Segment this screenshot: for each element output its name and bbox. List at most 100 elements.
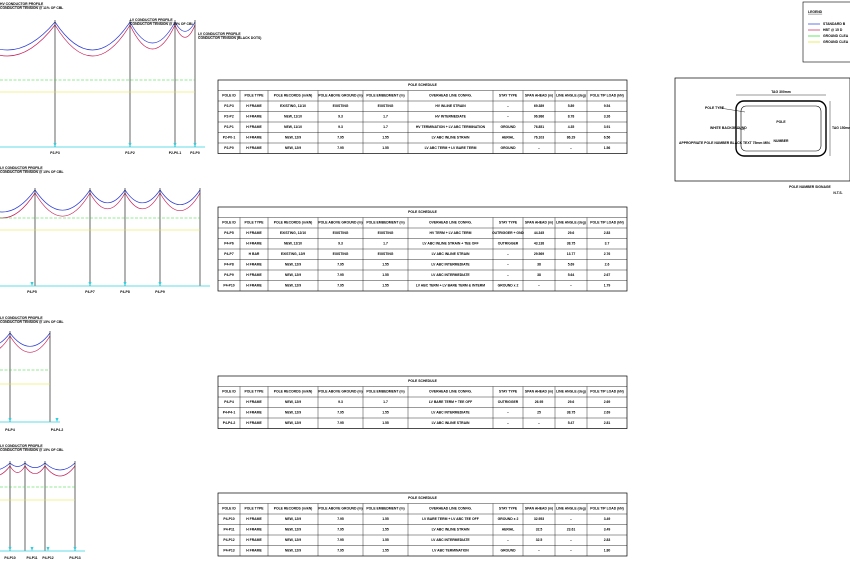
cell: NEW, 12/9: [285, 421, 301, 425]
column-header: OVERHEAD LINE CONFIG.: [429, 221, 472, 225]
cell: –: [507, 411, 509, 415]
cell: 23.61: [567, 528, 576, 532]
cell: 1.55: [382, 528, 389, 532]
cell: 2.67: [604, 273, 611, 277]
pole-label: P2-P2: [125, 151, 135, 155]
cell: LV ABC TERM + LV BARE TERM & INTERM: [416, 284, 485, 288]
cell: EXISTING, 12/10: [280, 231, 306, 235]
cell: NEW, 12/9: [285, 549, 301, 553]
cell: H FRAME: [246, 528, 262, 532]
conductor: [0, 332, 51, 347]
cell: P4-P10: [223, 517, 234, 521]
cell: P4-P6: [224, 242, 234, 246]
cell: 1.55: [382, 421, 389, 425]
conductor: [0, 462, 76, 471]
cell: EXISTING: [333, 104, 349, 108]
cell: LV ABC INTERMEDIATE: [431, 411, 470, 415]
column-header: POLE TIP LOAD (kN): [590, 507, 623, 511]
column-header: LINE ANGLE (deg): [556, 221, 586, 225]
note-sub: CONDUCTOR TENSION @ 11% OF CBL: [0, 6, 63, 10]
cell: 5.89: [568, 104, 575, 108]
cell: 86.29: [567, 136, 576, 140]
cell: 1.55: [382, 538, 389, 542]
cell: 2.6: [605, 263, 610, 267]
column-header: POLE TYPE: [244, 221, 264, 225]
cell: H FRAME: [246, 538, 262, 542]
cell: H FRAME: [246, 549, 262, 553]
cell: 32.5: [536, 528, 543, 532]
cell: GROUND: [500, 549, 516, 553]
cell: HV TERM + LV ABC TERM: [430, 231, 472, 235]
sign-outer: [735, 100, 827, 157]
leader: [734, 127, 746, 131]
column-header: POLE ID: [222, 94, 236, 98]
note-sub: CONDUCTOR TENSION @ 15% OF CBL: [0, 170, 64, 174]
pole-label: P4-P11: [26, 556, 37, 560]
cell: 1.55: [382, 263, 389, 267]
cell: H FRAME: [246, 115, 262, 119]
cell: 7.95: [337, 411, 344, 415]
cell: EXISTING: [378, 104, 394, 108]
cell: –: [570, 517, 572, 521]
cell: GROUND x 2: [498, 284, 519, 288]
column-header: SPAN AHEAD (m): [525, 507, 553, 511]
table-title: POLE SCHEDULE: [408, 210, 438, 214]
column-header: POLE TYPE: [244, 390, 264, 394]
sign-line1: POLE: [776, 120, 786, 124]
cell: LV ABC INLINE STRAIN: [432, 136, 470, 140]
cell: 6.56: [604, 136, 611, 140]
cell: HV TERMINATION + LV ABC TERMINATION: [416, 125, 486, 129]
cell: –: [570, 549, 572, 553]
note-title: LV CONDUCTOR PROFILE: [0, 444, 43, 448]
cell: NEW, 12/10: [284, 242, 302, 246]
cell: 7.95: [337, 146, 344, 150]
cell: 38.75: [567, 411, 576, 415]
cell: P4-P11: [223, 528, 234, 532]
cell: H FRAME: [246, 411, 262, 415]
cell: 3.91: [604, 125, 611, 129]
cell: HV INLINE STRAIN: [435, 104, 466, 108]
pole-label: P2-P0-1: [169, 151, 182, 155]
pole-label: P4-P4-2: [51, 428, 64, 432]
cell: 7.95: [337, 284, 344, 288]
cell: P2-P2: [224, 115, 234, 119]
cell: 9.3: [338, 242, 343, 246]
cell: –: [538, 284, 540, 288]
cell: –: [507, 273, 509, 277]
cell: NEW, 12/9: [285, 538, 301, 542]
cell: OUTRIGGER: [498, 400, 519, 404]
cell: P2-P0: [224, 146, 234, 150]
cell: 7.95: [337, 273, 344, 277]
note-title: LV CONDUCTOR PROFILE: [198, 32, 241, 36]
cell: 2.83: [604, 538, 611, 542]
column-header: OVERHEAD LINE CONFIG.: [429, 507, 472, 511]
note-title: LV CONDUCTOR PROFILE: [0, 316, 43, 320]
cell: P4-P4-1: [223, 411, 236, 415]
pole-label: P4-P7: [85, 290, 95, 294]
cell: LV ABC INTERMEDIATE: [431, 263, 470, 267]
white-note: WHITE BACKGROUND: [710, 126, 747, 130]
column-header: POLE EMBEDMENT (m): [366, 221, 404, 225]
cell: 1.55: [382, 517, 389, 521]
cell: 1.56: [604, 146, 611, 150]
column-header: POLE EMBEDMENT (m): [366, 507, 404, 511]
pole-marker: [128, 143, 132, 147]
cell: OUTRIGGER + GND: [492, 231, 524, 235]
pole-marker: [123, 282, 127, 286]
cell: 7.95: [337, 136, 344, 140]
note-title: LV CONDUCTOR PROFILE: [0, 166, 43, 170]
column-header: POLE RECORDS (m/kN): [274, 221, 313, 225]
cell: 43.138: [534, 242, 544, 246]
column-header: LINE ANGLE (deg): [556, 390, 586, 394]
cell: GROUND: [500, 146, 516, 150]
cell: 38: [537, 273, 541, 277]
cell: 9.54: [604, 104, 611, 108]
cell: LV ABC INLINE STRAIN: [432, 421, 470, 425]
table-frame: [217, 375, 628, 429]
cell: EXISTING: [378, 231, 394, 235]
cell: 29.6: [568, 231, 575, 235]
cell: P2-P3: [224, 104, 234, 108]
note-sub: CONDUCTOR TENSION @ 15% OF CBL: [0, 448, 64, 452]
cell: H FRAME: [246, 284, 262, 288]
pole-label: P4-P13: [69, 556, 80, 560]
